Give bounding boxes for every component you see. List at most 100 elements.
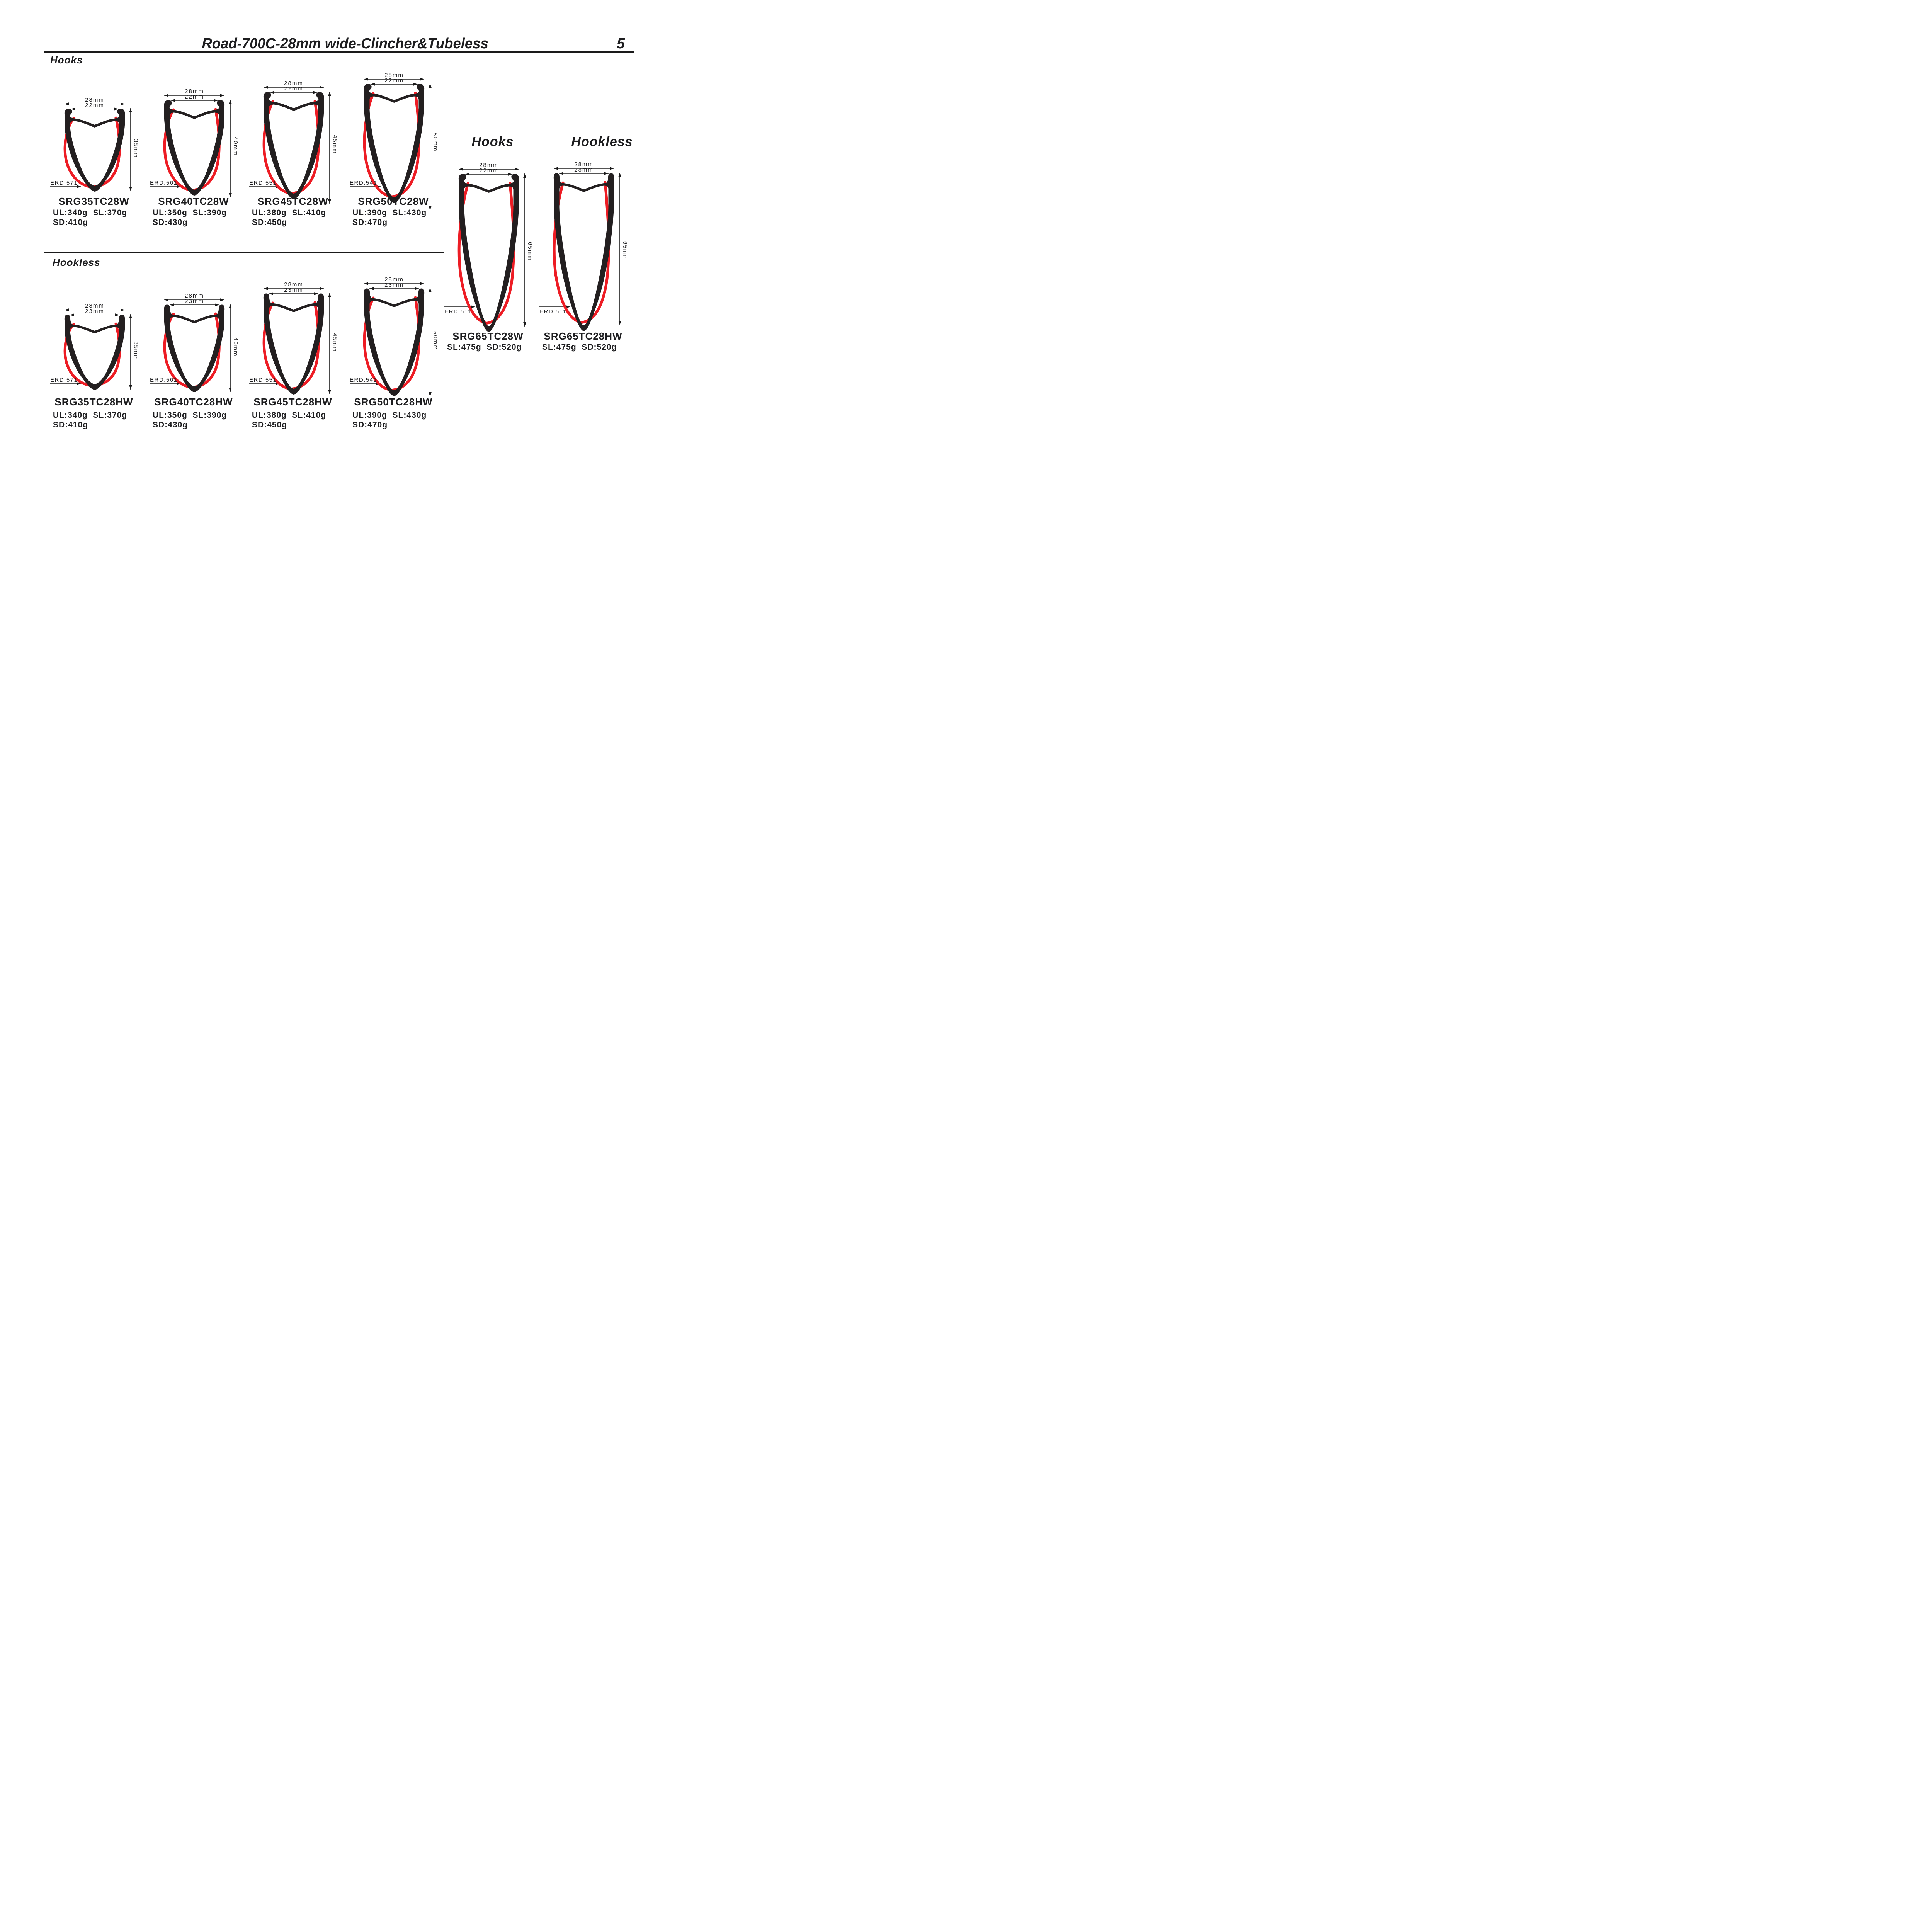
outer-width-label: 28mm [284,80,303,87]
weight-value: UL:340g [53,208,88,217]
outer-width-label: 28mm [574,161,594,168]
weights-line1: UL:340g SL:370g [53,209,127,217]
inner-width-label: 22mm [85,102,104,109]
weights-line1: SL:475g SD:520g [542,343,617,352]
weights-line1: UL:380g SL:410g [252,209,326,217]
weight-value: SD:430g [153,218,188,227]
section-heading-hookless: Hookless [53,257,100,268]
depth-label: 45mm [332,134,338,154]
outer-width-label: 28mm [384,276,404,283]
inner-width-label: 23mm [185,298,204,304]
right-column-heading-hookless: Hookless [571,134,633,149]
weight-value: SD:450g [252,218,287,227]
weight-value: SL:475g [447,343,481,352]
erd-label: ERD:511 [444,308,472,315]
depth-label: 35mm [133,139,139,158]
weights-line2: SD:410g [53,421,88,429]
weights-line2: SD:430g [153,218,188,227]
outer-width-label: 28mm [284,281,303,288]
erd-label: ERD:551 [249,180,277,186]
rim-profile-srg65tc28hw [553,173,614,331]
catalog-page: Road-700C-28mm wide-Clincher&Tubeless 5 … [0,0,678,479]
weight-value: SD:450g [252,420,287,429]
weight-value: SL:410g [292,411,327,420]
model-name: SRG45TC28HW [253,396,332,408]
erd-label: ERD:551 [249,377,277,383]
rim-profile-srg40tc28hw [163,304,225,392]
weight-value: SL:390g [192,208,227,217]
depth-label: 50mm [432,133,439,152]
outer-width-label: 28mm [85,303,104,309]
depth-label: 40mm [232,137,239,156]
rim-profile-srg35tc28w [63,109,125,192]
rim-profile-srg40tc28w [163,100,225,196]
rim-profile-srg50tc28w [363,84,425,203]
depth-label: 40mm [232,337,239,357]
weights-line1: UL:350g SL:390g [153,209,227,217]
rim-profile-srg50tc28hw [363,288,425,396]
erd-label: ERD:571 [50,377,78,383]
rim-profile-srg65tc28w [457,174,519,332]
outer-width-label: 28mm [185,293,204,299]
page-title: Road-700C-28mm wide-Clincher&Tubeless [202,36,488,52]
weight-value: SL:370g [93,411,128,420]
weights-line2: SD:430g [153,421,188,429]
rim-profile-srg35tc28hw [63,315,125,390]
weight-value: SL:430g [392,208,427,217]
erd-label: ERD:541 [350,377,378,383]
weights-line1: UL:350g SL:390g [153,411,227,420]
weights-line1: UL:390g SL:430g [352,209,427,217]
section-heading-hooks: Hooks [50,54,83,66]
inner-width-label: 22mm [185,94,204,100]
inner-width-label: 23mm [384,282,404,288]
weight-value: UL:350g [153,208,187,217]
rim-profile-srg45tc28w [262,92,324,199]
model-name: SRG45TC28W [257,196,328,207]
weights-line2: SD:410g [53,218,88,227]
outer-width-label: 28mm [479,162,498,168]
weight-value: UL:340g [53,411,88,420]
weight-value: SD:430g [153,420,188,429]
weights-line1: UL:390g SL:430g [352,411,427,420]
model-name: SRG50TC28HW [354,396,433,408]
outer-width-label: 28mm [384,72,404,78]
outer-width-label: 28mm [185,88,204,95]
weight-value: SL:390g [192,411,227,420]
outer-width-label: 28mm [85,97,104,103]
weight-value: UL:350g [153,411,187,420]
weights-line1: UL:340g SL:370g [53,411,127,420]
weight-value: UL:390g [352,208,387,217]
weight-value: SD:470g [352,218,388,227]
weights-line1: UL:380g SL:410g [252,411,326,420]
erd-label: ERD:541 [350,180,378,186]
depth-label: 35mm [133,341,139,361]
erd-label: ERD:561 [150,377,178,383]
inner-width-label: 23mm [284,287,303,293]
weights-line1: SL:475g SD:520g [447,343,522,352]
weight-value: SD:470g [352,420,388,429]
depth-label: 65mm [527,242,533,261]
model-name: SRG50TC28W [358,196,429,207]
inner-width-label: 22mm [284,85,303,92]
erd-label: ERD:571 [50,180,78,186]
weight-value: UL:390g [352,411,387,420]
weight-value: SD:410g [53,218,88,227]
page-number: 5 [617,36,625,52]
model-name: SRG65TC28W [452,330,524,342]
erd-label: ERD:511 [539,308,567,315]
weights-line2: SD:450g [252,218,287,227]
erd-label: ERD:561 [150,180,178,186]
weights-line2: SD:470g [352,421,388,429]
model-name: SRG40TC28W [158,196,229,207]
weight-value: SD:520g [486,343,522,352]
inner-width-label: 23mm [574,167,594,173]
model-name: SRG35TC28W [58,196,129,207]
weight-value: SD:520g [582,343,617,352]
weight-value: UL:380g [252,411,287,420]
weight-value: UL:380g [252,208,287,217]
depth-label: 45mm [332,333,338,352]
weight-value: SD:410g [53,420,88,429]
model-name: SRG40TC28HW [154,396,233,408]
inner-width-label: 23mm [85,308,104,315]
weight-value: SL:475g [542,343,577,352]
